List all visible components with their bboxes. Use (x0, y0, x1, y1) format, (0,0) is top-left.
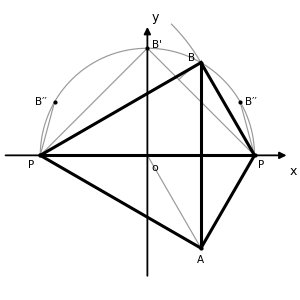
Text: B′′: B′′ (35, 97, 47, 107)
Text: x: x (289, 165, 297, 178)
Text: B′′: B′′ (245, 97, 257, 107)
Text: A: A (197, 255, 205, 265)
Text: y: y (152, 11, 159, 24)
Text: B': B' (152, 40, 162, 50)
Text: P: P (28, 160, 34, 170)
Text: o: o (151, 164, 158, 173)
Text: P: P (258, 160, 264, 170)
Text: B: B (188, 53, 195, 63)
